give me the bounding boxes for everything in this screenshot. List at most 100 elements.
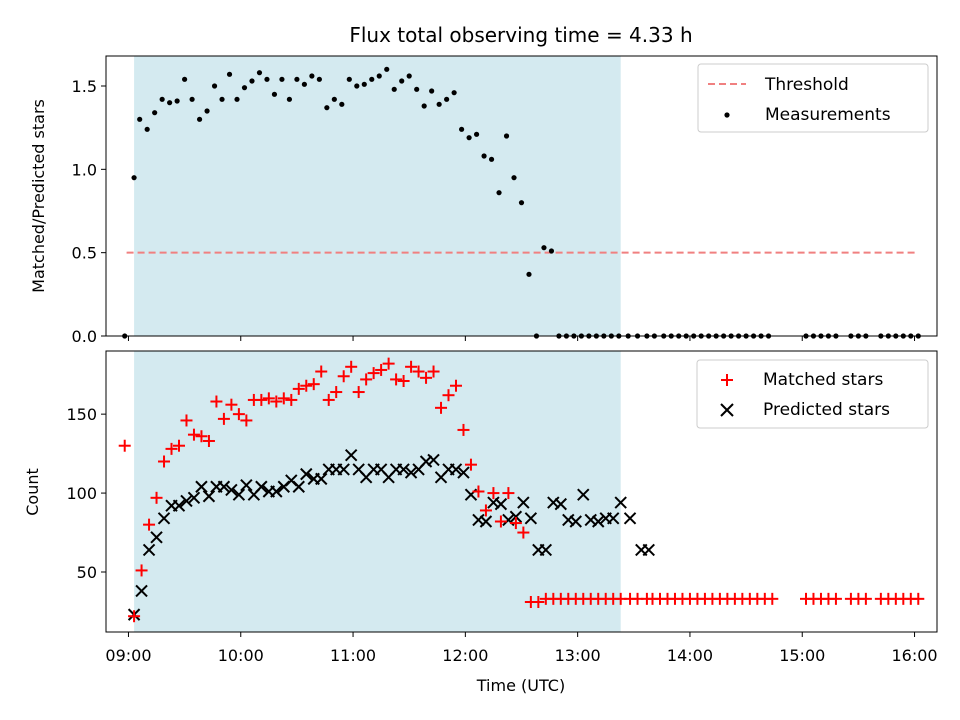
bottom-panel: 50 100 150 09:00 10:00 11:00 12:00 13:00 14:00 1…	[23, 350, 938, 695]
bottom-legend-box	[696, 359, 929, 429]
top-y-axis-label: Matched/Predicted stars	[29, 99, 48, 293]
measurement-point	[137, 116, 143, 122]
matched-star-point	[255, 393, 268, 406]
y-tick-label: 0.0	[72, 327, 97, 346]
top-x-ticks	[127, 336, 916, 341]
predicted-star-point	[592, 515, 605, 528]
measurement-point	[496, 190, 502, 196]
x-tick-label: 16:00	[891, 646, 937, 665]
predicted-star-point	[517, 496, 530, 509]
predicted-star-point	[240, 478, 253, 492]
predicted-star-point	[494, 497, 508, 511]
matched-star-point	[180, 414, 193, 427]
measurement-point	[226, 71, 233, 77]
y-tick-label: 1.0	[72, 160, 97, 179]
predicted-star-point	[142, 543, 156, 557]
observing-window-shade	[134, 351, 621, 632]
predicted-star-point	[539, 543, 553, 557]
predicted-star-point	[217, 480, 231, 493]
matched-star-point	[427, 365, 440, 378]
predicted-star-point	[180, 494, 193, 508]
measurement-point	[301, 81, 307, 87]
chart-title: Flux total observing time = 4.33 h	[349, 23, 692, 47]
legend-matched-label: Matched stars	[763, 370, 883, 390]
measurement-point	[324, 105, 330, 111]
predicted-star-point	[225, 483, 238, 497]
matched-star-point	[405, 360, 418, 373]
matched-star-point	[118, 439, 131, 452]
measurement-point	[182, 76, 188, 82]
predicted-star-point	[292, 480, 305, 493]
observing-window-shade	[134, 56, 621, 336]
measurement-point	[414, 86, 420, 92]
matched-star-point	[457, 423, 470, 436]
measurement-point	[219, 96, 225, 102]
predicted-star-point	[202, 490, 216, 503]
x-tick-label: 11:00	[330, 646, 376, 665]
matched-star-point	[509, 517, 522, 530]
measurement-point	[548, 248, 555, 254]
measurement-point	[316, 76, 322, 82]
predicted-star-point	[337, 463, 350, 476]
bottom-y-ticks: 50 100 150	[66, 405, 106, 582]
predicted-star-point	[397, 463, 410, 476]
matched-star-point	[442, 389, 455, 402]
predicted-star-point	[562, 513, 575, 527]
predicted-star-point	[315, 472, 328, 486]
predicted-star-point	[547, 496, 560, 509]
predicted-star-point	[427, 453, 440, 467]
matched-star-point	[172, 439, 185, 452]
predicted-star-point	[584, 513, 597, 527]
predicted-star-point	[472, 513, 485, 527]
predicted-star-point	[479, 515, 493, 528]
y-tick-label: 50	[77, 563, 97, 582]
measurement-point	[406, 73, 412, 79]
predicted-star-point	[404, 466, 418, 479]
matched-star-point	[315, 365, 328, 378]
top-panel: 0.0 0.5 1.0 1.5 Matched/Predicted stars Thr…	[29, 55, 938, 346]
matched-star-point	[449, 379, 462, 392]
measurement-point	[152, 110, 158, 116]
matched-star-point	[300, 379, 313, 392]
predicted-star-point	[614, 496, 627, 509]
predicted-star-point	[172, 499, 186, 512]
measurement-point	[204, 108, 210, 114]
measurement-point	[421, 103, 427, 109]
matched-star-point	[262, 392, 275, 405]
predicted-star-point	[419, 455, 433, 468]
predicted-star-point	[524, 512, 538, 525]
matched-star-point	[330, 386, 343, 399]
matched-star-point	[292, 382, 305, 395]
matched-star-point	[502, 487, 515, 500]
predicted-star-point	[344, 448, 358, 462]
measurement-point	[339, 101, 345, 107]
matched-star-point	[270, 395, 283, 408]
measurement-point	[391, 86, 397, 92]
matched-star-point	[232, 408, 245, 421]
measurement-point	[376, 73, 382, 79]
y-tick-label: 100	[66, 484, 97, 503]
predicted-star-point	[150, 531, 163, 544]
predicted-star-point	[449, 463, 463, 476]
measurement-point	[264, 76, 270, 82]
measurement-point	[256, 70, 263, 76]
predicted-star-point	[195, 480, 208, 493]
measurement-point	[279, 76, 285, 82]
matched-star-point	[210, 395, 223, 408]
matched-star-point	[517, 526, 530, 539]
predicted-star-point	[487, 496, 500, 509]
matched-star-point	[435, 401, 448, 414]
legend-matched-swatch	[721, 374, 733, 386]
x-tick-label: 13:00	[555, 646, 601, 665]
matched-star-point	[202, 434, 215, 447]
measurement-point	[466, 135, 472, 141]
measurement-point	[354, 83, 360, 89]
measurement-point	[131, 175, 137, 181]
matched-star-point	[158, 455, 171, 468]
matched-star-point	[472, 485, 485, 498]
measurement-point	[451, 90, 457, 96]
predicted-star-point	[577, 488, 590, 501]
matched-star-point	[143, 518, 156, 531]
matched-star-point	[532, 596, 545, 609]
x-tick-label: 12:00	[442, 646, 488, 665]
